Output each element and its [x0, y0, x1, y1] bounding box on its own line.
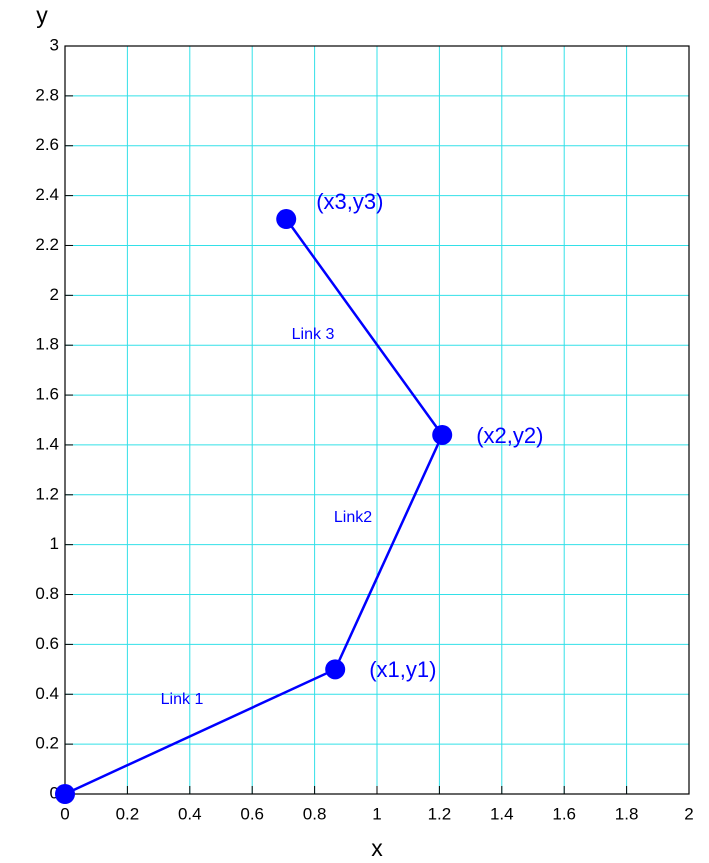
y-tick-label: 2: [50, 285, 59, 304]
y-tick-label: 1.6: [35, 385, 59, 404]
joint: [55, 784, 75, 804]
y-tick-label: 0.4: [35, 684, 59, 703]
link-label: Link2: [334, 509, 372, 526]
x-tick-label: 0.6: [240, 804, 264, 823]
y-axis-title: y: [36, 2, 48, 28]
link-label: Link 3: [292, 326, 335, 343]
y-tick-label: 1: [50, 534, 59, 553]
x-tick-label: 1.8: [615, 804, 639, 823]
x-tick-label: 2: [684, 804, 693, 823]
point-label: (x3,y3): [316, 189, 383, 214]
x-tick-label: 0.2: [116, 804, 140, 823]
y-tick-label: 2.6: [35, 135, 59, 154]
y-tick-label: 3: [50, 35, 59, 54]
link-line: [64, 218, 444, 796]
point-label: (x1,y1): [369, 657, 436, 682]
joint: [432, 424, 453, 445]
y-tick-label: 2.2: [35, 235, 59, 254]
link-label: Link 1: [161, 691, 204, 708]
y-tick-label: 0: [50, 783, 59, 802]
x-axis-title: x: [371, 835, 383, 861]
y-tick-label: 2.8: [35, 85, 59, 104]
x-tick-label: 0: [60, 804, 69, 823]
y-tick-label: 0.2: [35, 734, 59, 753]
y-tick-label: 1.8: [35, 335, 59, 354]
y-tick-label: 1.4: [35, 434, 59, 453]
x-tick-label: 1.6: [552, 804, 576, 823]
point-label: (x2,y2): [476, 423, 543, 448]
y-tick-label: 1.2: [35, 484, 59, 503]
x-tick-label: 1.2: [428, 804, 452, 823]
joint: [325, 659, 346, 680]
y-tick-label: 2.4: [35, 185, 59, 204]
x-tick-label: 1.4: [490, 804, 514, 823]
x-tick-label: 0.4: [178, 804, 202, 823]
x-tick-label: 0.8: [303, 804, 327, 823]
y-tick-label: 0.8: [35, 584, 59, 603]
y-tick-label: 0.6: [35, 634, 59, 653]
joint: [276, 209, 297, 230]
x-tick-label: 1: [372, 804, 381, 823]
